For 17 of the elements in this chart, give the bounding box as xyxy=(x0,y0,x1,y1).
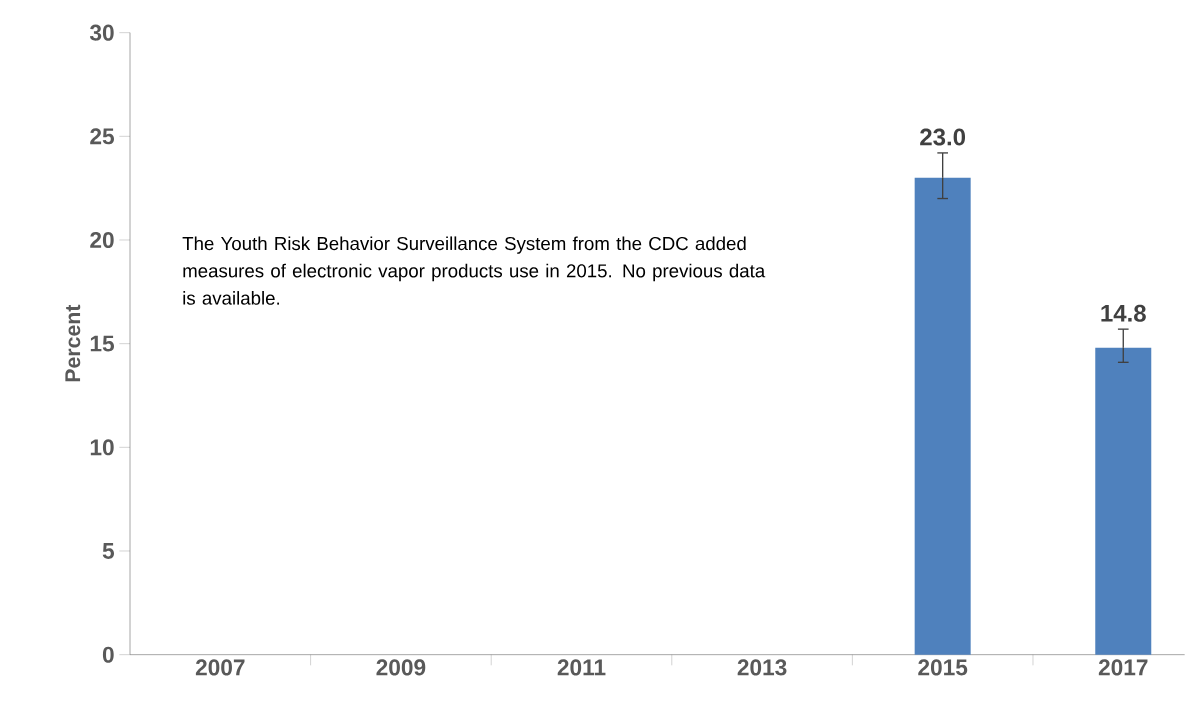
x-tick-label: 2011 xyxy=(557,659,606,676)
x-tick-label: 2017 xyxy=(1098,659,1148,676)
data-label: 23.0 xyxy=(920,128,966,146)
y-tick-label: 15 xyxy=(90,335,114,352)
y-axis-title: Percent xyxy=(65,304,81,382)
x-tick-label: 2015 xyxy=(918,659,968,676)
y-tick-label: 0 xyxy=(102,646,114,663)
data-label: 14.8 xyxy=(1101,304,1146,322)
x-tick-label: 2007 xyxy=(195,659,245,676)
x-tick-label: 2009 xyxy=(376,659,426,676)
y-tick-label: 5 xyxy=(102,543,115,560)
annotation: The Youth Risk Behavior Surveillance System from the CDC added measures of electronic vapor products use in 2015. No previous data is available. xyxy=(182,236,766,305)
y-tick-label: 30 xyxy=(89,24,114,41)
x-tick-label: 2013 xyxy=(737,659,787,676)
y-tick-label: 10 xyxy=(90,439,114,456)
y-tick-label: 25 xyxy=(90,128,114,145)
y-tick-label: 20 xyxy=(90,232,114,249)
